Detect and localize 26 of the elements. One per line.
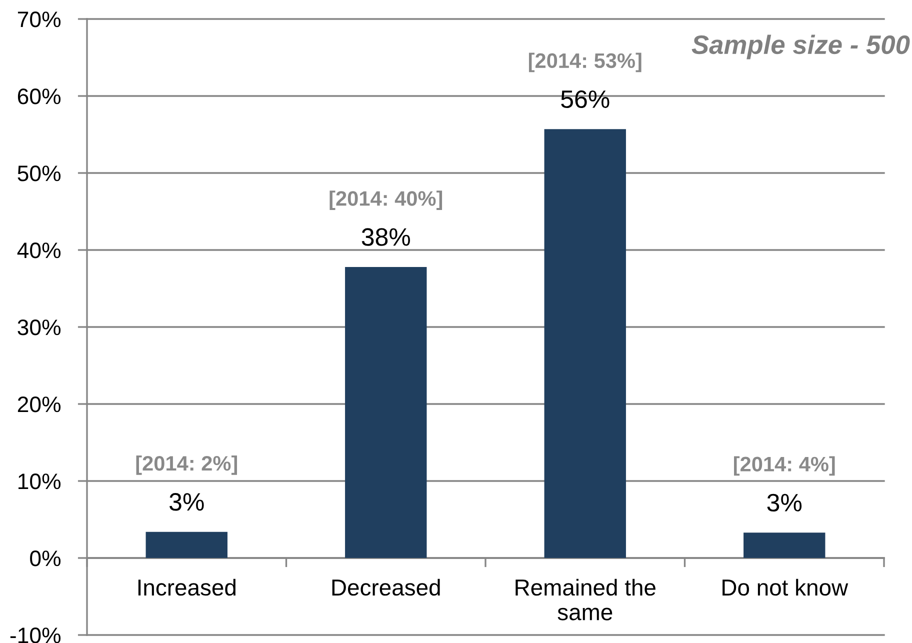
- y-tick-label: 60%: [18, 88, 61, 104]
- bar: [345, 266, 427, 558]
- y-tick-label: -10%: [10, 628, 61, 643]
- annotation: [2014: 4%]: [734, 456, 835, 476]
- x-tick-label: Increased: [138, 578, 236, 596]
- y-tick-label: 50%: [18, 166, 61, 182]
- data-label: 38%: [362, 228, 410, 246]
- y-tick-label: 20%: [18, 396, 61, 412]
- annotation: [2014: 53%]: [528, 52, 642, 72]
- annotation: [2014: 2%]: [136, 455, 237, 475]
- annotation: Sample size - 500: [692, 34, 910, 60]
- bar: [544, 129, 626, 558]
- x-tick-label: Do not know: [722, 578, 848, 596]
- bar: [146, 532, 228, 558]
- bar: [744, 532, 826, 558]
- x-tick-label: Remained the same: [516, 578, 656, 620]
- y-tick-label: 10%: [18, 474, 61, 490]
- x-tick-label: Decreased: [332, 578, 440, 596]
- y-tick-label: 70%: [18, 12, 61, 28]
- data-label: 3%: [170, 493, 204, 511]
- data-label: 3%: [767, 494, 802, 512]
- data-label: 56%: [561, 90, 610, 108]
- annotation: [2014: 40%]: [330, 190, 442, 210]
- y-tick-label: 0%: [30, 550, 61, 566]
- y-tick-label: 40%: [17, 242, 61, 258]
- y-tick-label: 30%: [18, 320, 61, 336]
